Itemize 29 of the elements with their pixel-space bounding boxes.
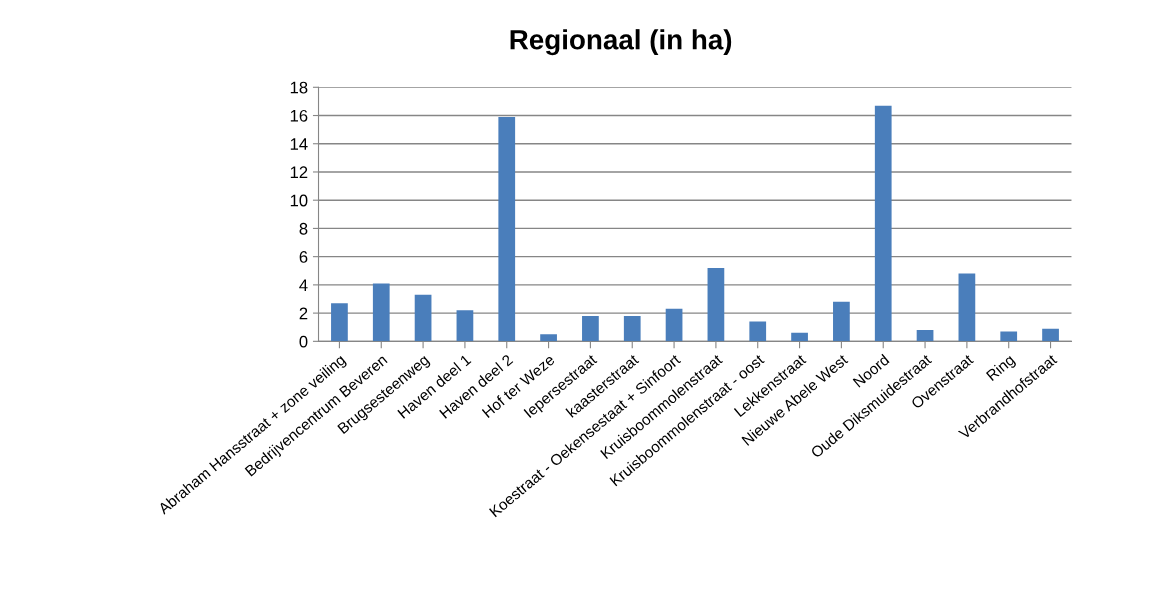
bar <box>540 334 557 342</box>
bar <box>874 105 892 342</box>
y-tick-label: 8 <box>299 222 308 235</box>
y-tick-label: 14 <box>290 138 308 150</box>
bar <box>372 283 390 342</box>
bar <box>707 267 725 342</box>
bar <box>498 116 516 342</box>
y-tick-label: 18 <box>290 81 308 94</box>
bar <box>749 321 767 342</box>
y-tick-label: 6 <box>299 251 308 263</box>
bar <box>665 308 683 342</box>
bar <box>833 301 850 342</box>
bar <box>791 332 808 342</box>
chart-title: Regionaal (in ha) <box>510 29 732 56</box>
bar <box>414 294 432 342</box>
y-tick-label: 16 <box>290 109 308 122</box>
y-tick-label: 10 <box>290 194 308 207</box>
bar <box>456 310 474 342</box>
bar <box>1000 331 1018 342</box>
bar <box>331 303 348 342</box>
bar <box>958 273 976 342</box>
y-tick-label: 12 <box>290 166 308 179</box>
bar <box>623 315 641 342</box>
y-tick-label: 2 <box>299 307 308 320</box>
y-tick-label: 0 <box>299 335 308 348</box>
bar <box>582 315 599 342</box>
bar <box>1042 328 1059 342</box>
y-tick-label: 4 <box>299 279 308 291</box>
bar <box>916 330 934 342</box>
